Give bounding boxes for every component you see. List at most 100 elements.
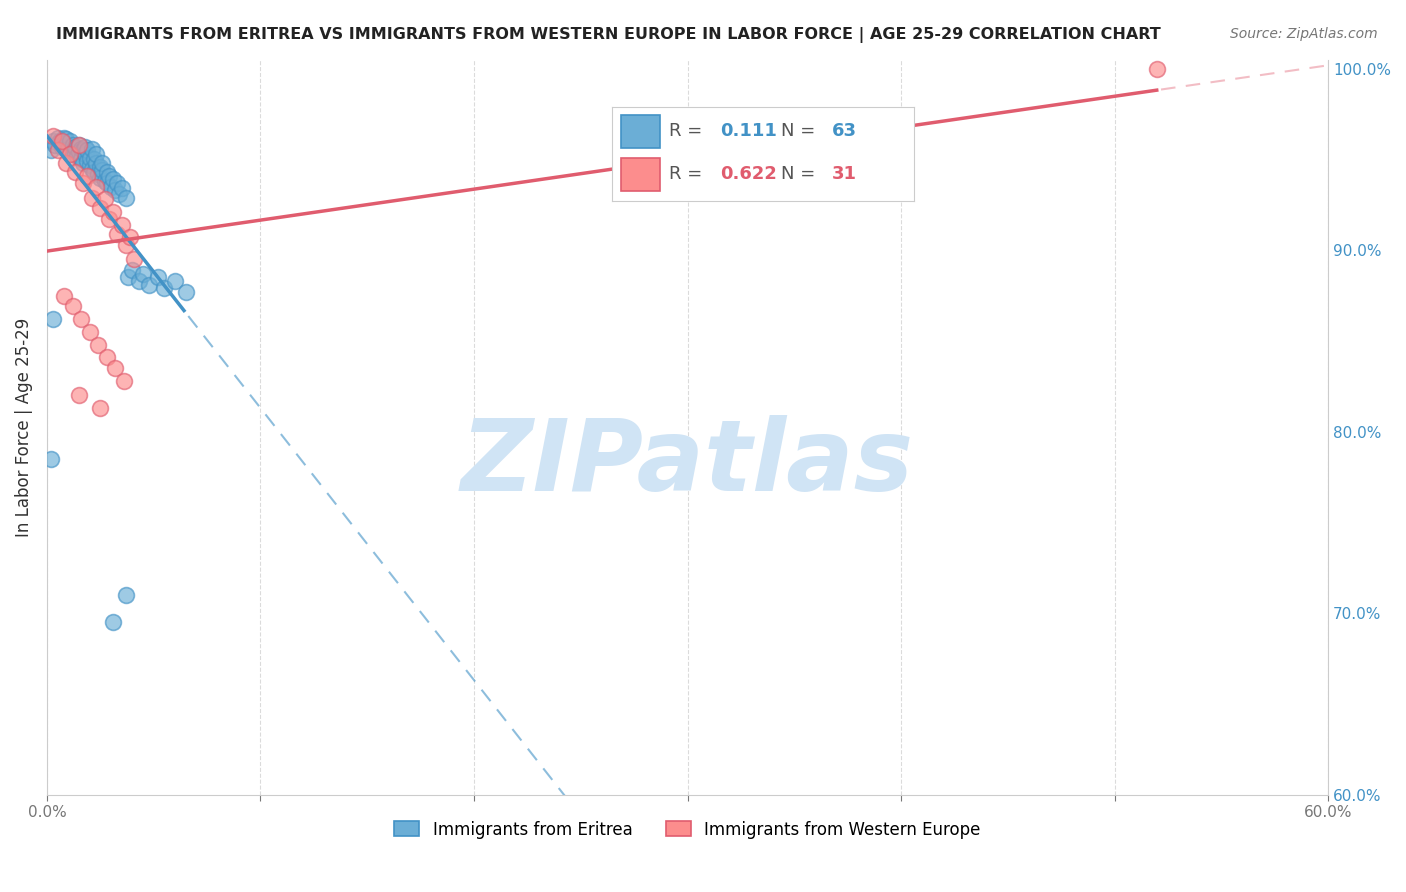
Point — [79, 151, 101, 165]
Text: N =: N = — [780, 166, 821, 184]
Point — [124, 252, 146, 267]
Point — [115, 237, 138, 252]
FancyBboxPatch shape — [620, 158, 659, 191]
Text: IMMIGRANTS FROM ERITREA VS IMMIGRANTS FROM WESTERN EUROPE IN LABOR FORCE | AGE 2: IMMIGRANTS FROM ERITREA VS IMMIGRANTS FR… — [56, 27, 1161, 43]
Point — [111, 218, 134, 232]
Point — [105, 227, 128, 241]
Point — [52, 130, 75, 145]
Point — [132, 267, 155, 281]
Text: 63: 63 — [832, 122, 858, 140]
Point — [46, 130, 69, 145]
Point — [63, 139, 86, 153]
Point — [75, 139, 97, 153]
Point — [174, 285, 197, 299]
Point — [89, 160, 111, 174]
Point — [72, 144, 94, 158]
Text: R =: R = — [669, 166, 709, 184]
FancyBboxPatch shape — [620, 114, 659, 148]
Legend: Immigrants from Eritrea, Immigrants from Western Europe: Immigrants from Eritrea, Immigrants from… — [388, 814, 987, 846]
Point — [51, 139, 73, 153]
Point — [96, 351, 118, 365]
Point — [67, 145, 90, 160]
Point — [163, 274, 186, 288]
Point — [63, 165, 86, 179]
Point — [115, 588, 138, 602]
Point — [120, 230, 142, 244]
Text: 0.111: 0.111 — [720, 122, 778, 140]
Point — [87, 167, 110, 181]
Point — [100, 179, 122, 194]
Point — [80, 161, 103, 176]
Point — [42, 128, 65, 143]
Point — [72, 176, 94, 190]
Point — [101, 172, 124, 186]
Point — [83, 153, 105, 167]
Point — [112, 374, 135, 388]
Point — [1146, 62, 1168, 76]
Text: 31: 31 — [832, 166, 858, 184]
Text: Source: ZipAtlas.com: Source: ZipAtlas.com — [1230, 27, 1378, 41]
Point — [52, 136, 75, 150]
Point — [39, 451, 62, 466]
Point — [128, 274, 150, 288]
Point — [62, 137, 84, 152]
Text: 0.622: 0.622 — [720, 166, 778, 184]
Point — [67, 137, 90, 152]
Point — [52, 288, 75, 302]
Point — [89, 202, 111, 216]
Point — [66, 149, 89, 163]
Point — [111, 181, 134, 195]
Y-axis label: In Labor Force | Age 25-29: In Labor Force | Age 25-29 — [15, 318, 32, 537]
Point — [84, 147, 107, 161]
Point — [76, 169, 98, 183]
Point — [42, 134, 65, 148]
Point — [146, 270, 169, 285]
Point — [83, 165, 105, 179]
Point — [97, 169, 120, 183]
Point — [101, 615, 124, 630]
Point — [55, 156, 77, 170]
Point — [72, 156, 94, 170]
Point — [89, 170, 111, 185]
Point — [42, 312, 65, 326]
Point — [89, 401, 111, 416]
Point — [39, 144, 62, 158]
Point — [84, 179, 107, 194]
Point — [51, 134, 73, 148]
Point — [138, 277, 160, 292]
Point — [59, 134, 82, 148]
Point — [91, 156, 114, 170]
Point — [121, 263, 143, 277]
Point — [55, 132, 77, 146]
Point — [101, 205, 124, 219]
Point — [59, 147, 82, 161]
Point — [117, 270, 139, 285]
Text: ZIPatlas: ZIPatlas — [461, 416, 914, 512]
Point — [79, 158, 101, 172]
Point — [70, 142, 93, 156]
Point — [93, 192, 115, 206]
Point — [46, 144, 69, 158]
Point — [44, 137, 66, 152]
Point — [97, 212, 120, 227]
Point — [79, 325, 101, 339]
Point — [104, 361, 127, 376]
Point — [58, 142, 80, 156]
Point — [80, 142, 103, 156]
Point — [70, 312, 93, 326]
Point — [115, 190, 138, 204]
Point — [75, 147, 97, 161]
Point — [67, 137, 90, 152]
Point — [76, 144, 98, 158]
Point — [91, 163, 114, 178]
Point — [62, 300, 84, 314]
Point — [108, 186, 131, 201]
Text: R =: R = — [669, 122, 709, 140]
Point — [105, 176, 128, 190]
Point — [80, 190, 103, 204]
Point — [96, 165, 118, 179]
Point — [87, 337, 110, 351]
Point — [84, 156, 107, 170]
Text: N =: N = — [780, 122, 821, 140]
Point — [63, 147, 86, 161]
